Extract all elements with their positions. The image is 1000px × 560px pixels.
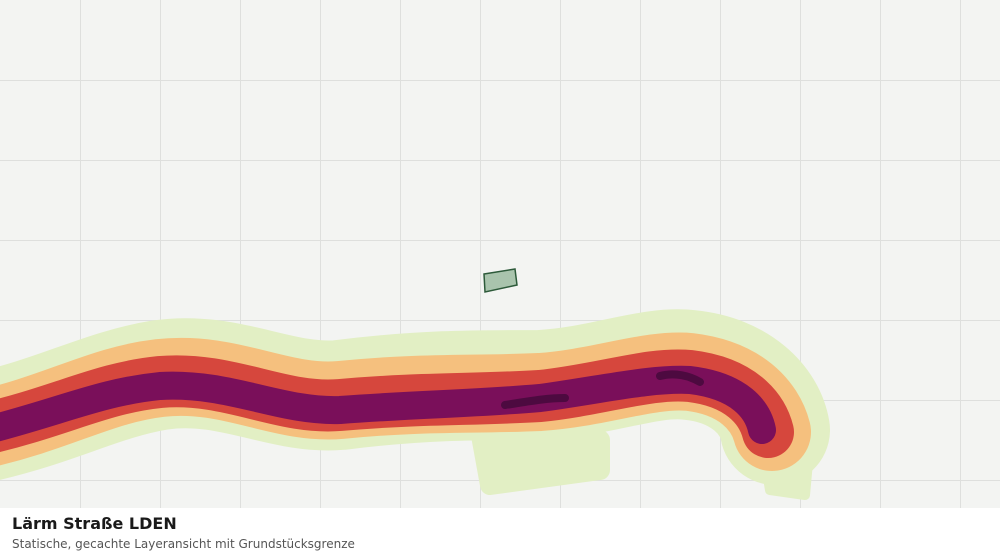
layer-subtitle: Statische, gecachte Layeransicht mit Gru… [12, 537, 355, 551]
layer-title: Lärm Straße LDEN [12, 514, 177, 533]
band-75 [501, 370, 704, 409]
map [0, 0, 1000, 508]
noise-bands [0, 309, 830, 500]
parcel-boundary [483, 268, 518, 293]
caption: Lärm Straße LDEN Statische, gecachte Lay… [0, 508, 1000, 560]
